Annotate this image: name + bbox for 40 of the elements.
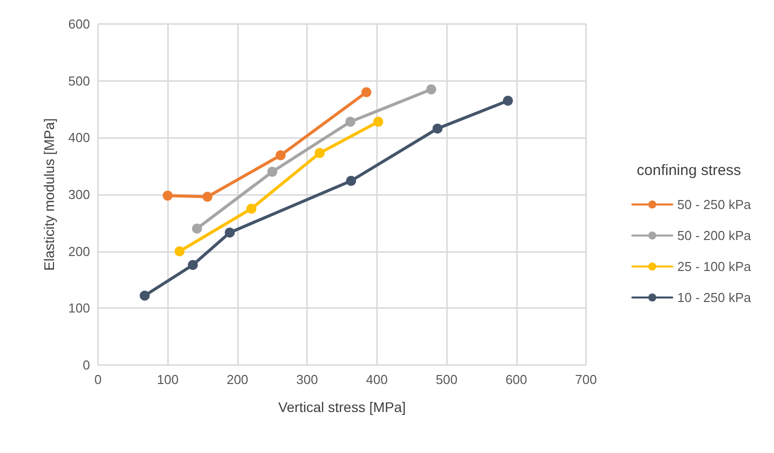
y-tick-label: 200 bbox=[68, 244, 90, 259]
x-tick-label: 200 bbox=[226, 372, 248, 387]
point bbox=[426, 84, 436, 94]
x-tick-label: 700 bbox=[575, 372, 597, 387]
point bbox=[246, 204, 256, 214]
x-axis-title: Vertical stress [MPa] bbox=[278, 399, 406, 415]
point bbox=[188, 260, 198, 270]
y-tick-label: 300 bbox=[68, 187, 90, 202]
x-tick-label: 500 bbox=[436, 372, 458, 387]
point bbox=[346, 176, 356, 186]
legend-label: 50 - 200 kPa bbox=[677, 228, 752, 243]
point bbox=[373, 116, 384, 127]
point bbox=[276, 150, 286, 160]
point bbox=[267, 166, 278, 177]
point bbox=[202, 192, 212, 202]
point bbox=[345, 116, 356, 127]
legend-label: 25 - 100 kPa bbox=[677, 259, 752, 274]
x-tick-label: 300 bbox=[296, 372, 318, 387]
legend-label: 10 - 250 kPa bbox=[677, 290, 752, 305]
point bbox=[224, 228, 235, 238]
y-tick-label: 400 bbox=[68, 130, 90, 146]
x-tick-label: 400 bbox=[366, 372, 388, 387]
point bbox=[140, 290, 150, 301]
point bbox=[432, 124, 443, 134]
y-tick-label: 600 bbox=[68, 16, 90, 32]
legend-label: 50 - 250 kPa bbox=[677, 197, 752, 212]
y-tick-label: 0 bbox=[82, 358, 90, 372]
y-tick-label: 100 bbox=[68, 300, 90, 316]
y-axis-title: Elasticity modulus [MPa] bbox=[41, 118, 57, 271]
point bbox=[174, 246, 185, 256]
point bbox=[361, 87, 372, 98]
x-tick-label: 100 bbox=[156, 372, 179, 387]
legend-title: confining stress bbox=[636, 162, 741, 179]
x-tick-label: 600 bbox=[505, 372, 528, 387]
x-tick-label: 0 bbox=[94, 372, 102, 387]
point bbox=[314, 148, 325, 158]
point bbox=[162, 190, 173, 201]
y-tick-label: 500 bbox=[68, 73, 90, 88]
point bbox=[192, 224, 202, 234]
point bbox=[502, 96, 513, 106]
